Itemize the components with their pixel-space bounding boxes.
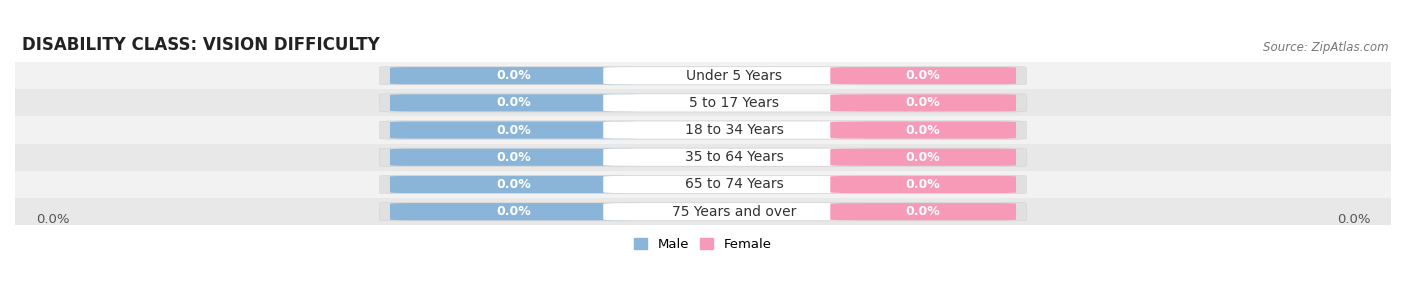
Text: Under 5 Years: Under 5 Years (686, 69, 782, 83)
FancyBboxPatch shape (831, 149, 1017, 166)
FancyBboxPatch shape (380, 94, 1026, 112)
Text: Source: ZipAtlas.com: Source: ZipAtlas.com (1263, 41, 1388, 54)
Text: 75 Years and over: 75 Years and over (672, 205, 796, 219)
FancyBboxPatch shape (831, 94, 1017, 111)
FancyBboxPatch shape (389, 121, 638, 139)
Text: DISABILITY CLASS: VISION DIFFICULTY: DISABILITY CLASS: VISION DIFFICULTY (22, 36, 380, 54)
FancyBboxPatch shape (380, 121, 1026, 139)
FancyBboxPatch shape (380, 203, 1026, 221)
FancyBboxPatch shape (603, 121, 865, 139)
Text: 5 to 17 Years: 5 to 17 Years (689, 96, 779, 110)
Bar (15, 117, 1391, 144)
FancyBboxPatch shape (831, 203, 1017, 220)
Text: 0.0%: 0.0% (496, 178, 531, 191)
Bar (15, 89, 1391, 117)
Bar (15, 198, 1391, 225)
Text: 0.0%: 0.0% (905, 69, 941, 82)
FancyBboxPatch shape (380, 148, 1026, 167)
FancyBboxPatch shape (389, 149, 638, 166)
FancyBboxPatch shape (389, 203, 638, 220)
FancyBboxPatch shape (603, 203, 865, 220)
Text: 0.0%: 0.0% (35, 213, 69, 226)
Text: 0.0%: 0.0% (905, 205, 941, 218)
FancyBboxPatch shape (831, 121, 1017, 139)
FancyBboxPatch shape (603, 149, 865, 166)
FancyBboxPatch shape (380, 66, 1026, 85)
Bar (15, 62, 1391, 89)
FancyBboxPatch shape (603, 67, 865, 84)
Text: 18 to 34 Years: 18 to 34 Years (685, 123, 783, 137)
FancyBboxPatch shape (831, 67, 1017, 84)
Text: 0.0%: 0.0% (496, 69, 531, 82)
FancyBboxPatch shape (603, 94, 865, 111)
FancyBboxPatch shape (603, 176, 865, 193)
FancyBboxPatch shape (389, 67, 638, 84)
FancyBboxPatch shape (831, 176, 1017, 193)
Text: 0.0%: 0.0% (496, 96, 531, 109)
Text: 0.0%: 0.0% (905, 178, 941, 191)
Text: 0.0%: 0.0% (496, 205, 531, 218)
Bar (15, 144, 1391, 171)
Text: 0.0%: 0.0% (905, 151, 941, 164)
Text: 35 to 64 Years: 35 to 64 Years (685, 150, 783, 164)
Text: 0.0%: 0.0% (496, 151, 531, 164)
Text: 0.0%: 0.0% (905, 96, 941, 109)
Text: 0.0%: 0.0% (1337, 213, 1371, 226)
Text: 65 to 74 Years: 65 to 74 Years (685, 178, 783, 192)
Bar (15, 171, 1391, 198)
Text: 0.0%: 0.0% (496, 124, 531, 137)
FancyBboxPatch shape (380, 175, 1026, 194)
Legend: Male, Female: Male, Female (628, 233, 778, 257)
FancyBboxPatch shape (389, 176, 638, 193)
Text: 0.0%: 0.0% (905, 124, 941, 137)
FancyBboxPatch shape (389, 94, 638, 111)
